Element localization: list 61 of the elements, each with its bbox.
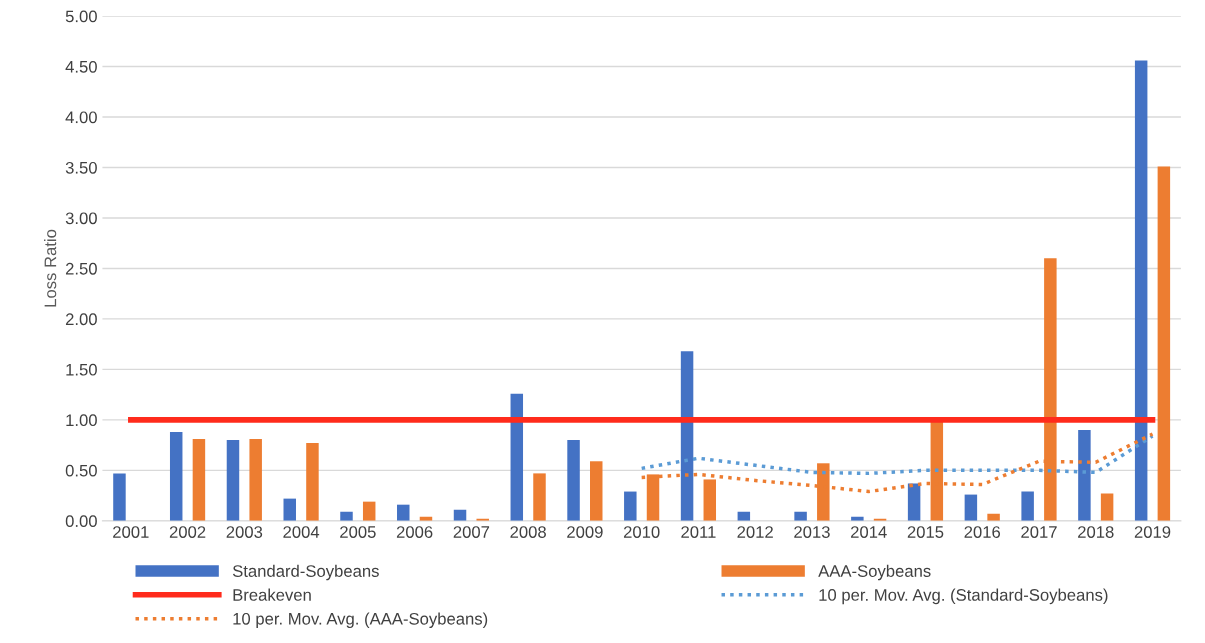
bar [1021,491,1034,521]
x-tick-label: 2011 [681,526,716,538]
y-tick-label: 1.50 [66,363,97,376]
x-tick-label: 2004 [283,526,320,538]
x-tick-label: 2019 [1134,526,1171,538]
bar [306,443,319,521]
line-series [639,434,1155,476]
y-axis-title: Loss Ratio [44,229,57,307]
bar [249,439,262,521]
bar [510,393,524,521]
y-tick-label: 5.00 [65,10,97,23]
legend-label: AAA-Soybeans [818,564,931,581]
bar [624,491,637,521]
y-tick-label: 0.00 [65,515,97,528]
x-tick-label: 2006 [396,526,433,538]
bar [362,501,376,521]
y-tick-label: 4.50 [65,60,97,73]
legend-label: Breakeven [233,588,311,601]
x-tick-label: 2013 [794,526,830,538]
y-tick-label: 1.00 [66,414,97,427]
bar [590,461,603,521]
bar [283,498,296,521]
x-tick-label: 2002 [169,526,206,538]
bar [794,511,807,521]
y-tick-label: 2.50 [65,262,97,275]
y-tick-label: 3.50 [65,161,97,174]
x-tick-label: 2009 [567,526,603,538]
bar [113,473,126,521]
bar [192,439,206,521]
bar [397,504,410,521]
bar [680,351,694,521]
x-tick-label: 2003 [226,526,263,538]
bar [1157,166,1171,521]
x-tick-label: 2017 [1021,526,1057,538]
bar [567,440,580,521]
x-tick-label: 2015 [907,526,944,538]
y-tick-label: 2.00 [65,313,97,326]
bar [1134,60,1148,521]
bar [226,440,240,521]
bar [964,494,978,521]
x-tick-label: 2008 [510,526,546,538]
x-tick-label: 2007 [453,526,490,538]
bar [533,473,546,521]
legend-label: Standard-Soybeans [232,564,379,581]
bar [907,483,921,521]
bar [340,511,353,521]
legend-label: 10 per. Mov. Avg. (Standard-Soybeans) [819,588,1108,605]
x-tick-label: 2012 [737,526,773,538]
x-tick-label: 2014 [851,526,887,538]
bar [1078,429,1091,521]
x-tick-label: 2018 [1078,526,1114,538]
x-tick-label: 2005 [340,526,376,538]
legend-label: 10 per. Mov. Avg. (AAA-Soybeans) [233,612,488,628]
y-tick-label: 4.00 [65,111,97,124]
y-tick-label: 3.00 [65,212,97,225]
x-tick-label: 2001 [113,526,149,538]
bar [1100,493,1114,521]
x-tick-label: 2016 [964,526,1001,538]
bar [169,431,183,521]
x-tick-label: 2010 [623,526,660,538]
y-tick-label: 0.50 [65,464,97,477]
